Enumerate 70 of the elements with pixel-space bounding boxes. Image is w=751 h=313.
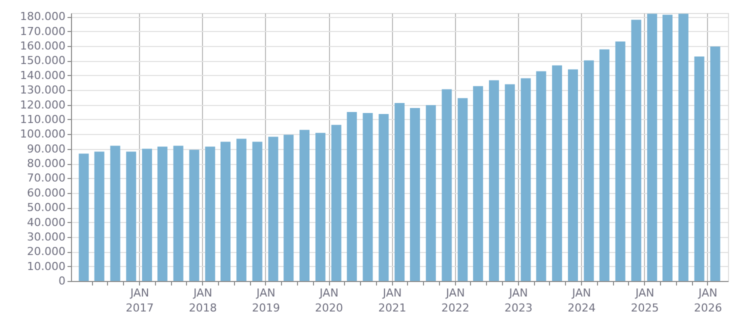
bar [473, 86, 484, 281]
y-tick-label: 10.000 [27, 260, 66, 273]
bar [520, 78, 531, 281]
bar [662, 14, 673, 281]
bar [220, 142, 231, 281]
bar [678, 14, 688, 281]
y-tick-label: 80.000 [27, 157, 66, 170]
x-tick-label: JAN 2017 [126, 286, 154, 313]
bar [315, 132, 326, 281]
bar [300, 130, 310, 281]
bar [488, 80, 499, 281]
x-tick-label: JAN 2019 [252, 286, 280, 313]
bar [394, 103, 405, 281]
y-tick-label: 70.000 [27, 172, 66, 185]
bar [236, 138, 246, 281]
bar [710, 46, 720, 281]
x-tick-label: JAN 2020 [315, 286, 344, 313]
y-tick-label: 150.000 [20, 54, 66, 68]
x-tick-label: JAN 2023 [504, 286, 532, 313]
bar [615, 41, 626, 281]
bar [647, 14, 658, 281]
bar [331, 124, 342, 281]
bar [142, 148, 152, 281]
bar [268, 136, 278, 281]
x-tick-label: JAN 2026 [694, 286, 722, 313]
bar [126, 152, 136, 281]
bar [189, 150, 200, 281]
y-tick-label: 90.000 [27, 142, 66, 156]
y-tick-label: 20.000 [27, 245, 66, 258]
x-tick-label: JAN 2022 [441, 286, 470, 313]
bar [378, 114, 389, 281]
bar [631, 20, 642, 281]
x-tick-label: JAN 2018 [188, 286, 217, 313]
bar [346, 112, 357, 281]
y-tick-label: 130.000 [20, 84, 66, 97]
y-tick-label: 50.000 [27, 201, 66, 214]
y-tick-label: 180.000 [20, 10, 66, 24]
y-tick-label: 0 [58, 274, 66, 288]
bar [284, 134, 294, 281]
bar [426, 105, 436, 281]
bar [94, 152, 104, 281]
bar [568, 69, 578, 281]
x-tick-label: JAN 2021 [378, 286, 406, 313]
y-tick-label: 40.000 [27, 216, 66, 229]
x-tick-label: JAN 2025 [630, 286, 659, 313]
y-tick-label: 110.000 [20, 112, 66, 126]
bar [252, 142, 262, 281]
bar [362, 113, 373, 281]
bar [205, 146, 216, 281]
y-tick-label: 100.000 [20, 128, 66, 141]
bar [504, 84, 515, 281]
bar [173, 146, 184, 281]
bar [78, 154, 89, 281]
y-tick-label: 60.000 [27, 186, 66, 200]
bar [552, 65, 562, 281]
y-tick-label: 120.000 [20, 98, 66, 112]
x-tick-label: JAN 2024 [568, 286, 596, 313]
y-tick-label: 160.000 [20, 40, 66, 53]
bar [110, 146, 120, 281]
bar [410, 108, 420, 281]
bar [157, 146, 168, 281]
bar [694, 56, 704, 281]
y-tick-label: 30.000 [27, 230, 66, 244]
bar [599, 49, 610, 281]
bar [442, 89, 452, 281]
bar [458, 98, 468, 281]
bar [536, 71, 546, 281]
y-tick-label: 140.000 [20, 68, 66, 82]
bar [584, 60, 594, 281]
y-tick-label: 170.000 [20, 24, 66, 38]
